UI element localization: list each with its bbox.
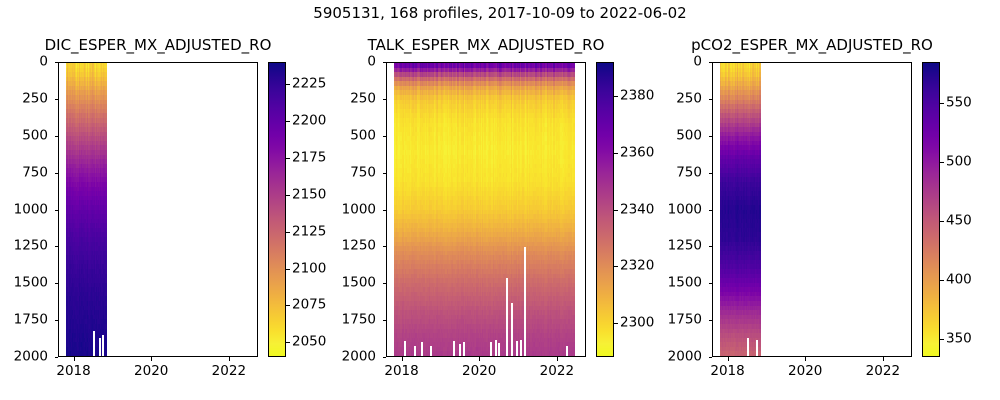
y-tick-label: 750 [654,166,702,180]
x-tick [883,357,884,361]
x-tick [728,357,729,361]
y-tick-label: 2000 [654,350,702,364]
colorbar-tick [940,339,944,340]
y-tick [709,320,713,321]
panel-title-3: pCO2_ESPER_MX_ADJUSTED_RO [652,36,972,54]
x-tick-label: 2018 [710,365,744,379]
colorbar-3[interactable] [922,62,940,357]
y-tick-label: 1000 [654,203,702,217]
axes-3[interactable] [712,62,912,357]
colorbar-tick-label: 550 [946,97,972,111]
colorbar-tick-label: 450 [946,215,972,229]
colorbar-tick [940,103,944,104]
y-tick [709,99,713,100]
y-tick-label: 1500 [654,277,702,291]
y-tick-label: 1250 [654,240,702,254]
colorbar-tick-label: 350 [946,333,972,347]
y-tick-label: 0 [654,55,702,69]
data-gap [756,340,758,356]
colorbar-tick [940,221,944,222]
y-tick-label: 500 [654,129,702,143]
y-tick [709,246,713,247]
y-tick-label: 1750 [654,313,702,327]
y-tick [709,210,713,211]
x-tick-label: 2022 [866,365,900,379]
colorbar-gradient [923,63,939,356]
data-gap [747,338,749,356]
y-tick [709,283,713,284]
y-tick [709,62,713,63]
y-tick [709,357,713,358]
x-tick [805,357,806,361]
colorbar-tick-label: 400 [946,274,972,288]
colorbar-tick-label: 500 [946,156,972,170]
colorbar-tick [940,162,944,163]
colorbar-tick [940,280,944,281]
y-tick [709,136,713,137]
heatmap-data-3 [720,63,761,356]
x-tick-label: 2020 [788,365,822,379]
y-tick [709,173,713,174]
y-tick-label: 250 [654,92,702,106]
